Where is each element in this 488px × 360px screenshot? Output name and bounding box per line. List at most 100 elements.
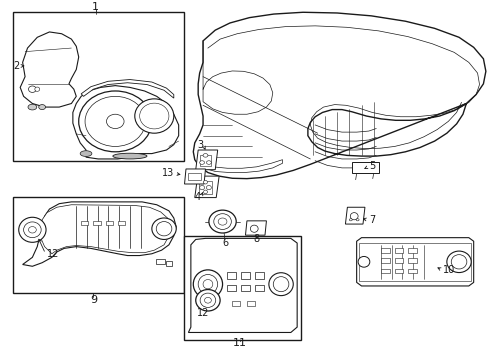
Text: 4: 4	[194, 192, 200, 202]
Ellipse shape	[349, 213, 357, 220]
Bar	[227, 273, 236, 279]
Polygon shape	[203, 160, 282, 172]
Polygon shape	[195, 150, 217, 170]
Bar	[227, 285, 236, 291]
Ellipse shape	[268, 273, 293, 296]
Text: 12: 12	[197, 308, 209, 318]
Ellipse shape	[113, 153, 147, 159]
Bar	[118, 221, 125, 225]
Polygon shape	[188, 238, 297, 333]
Polygon shape	[73, 86, 178, 159]
Ellipse shape	[218, 218, 226, 225]
Ellipse shape	[273, 277, 288, 292]
Ellipse shape	[206, 161, 211, 164]
Polygon shape	[245, 221, 266, 235]
Text: 3: 3	[197, 140, 203, 150]
Text: 10: 10	[443, 265, 455, 275]
Ellipse shape	[19, 217, 46, 242]
Ellipse shape	[85, 96, 145, 147]
Bar	[407, 248, 416, 253]
Text: 1: 1	[92, 2, 99, 12]
Ellipse shape	[450, 255, 466, 269]
Text: 13: 13	[161, 168, 173, 178]
Ellipse shape	[348, 219, 351, 221]
Ellipse shape	[195, 289, 220, 311]
Bar	[13, 197, 183, 293]
Bar	[105, 221, 113, 225]
Bar	[407, 258, 416, 263]
Ellipse shape	[106, 114, 124, 129]
Ellipse shape	[203, 154, 207, 157]
Ellipse shape	[357, 256, 369, 267]
Bar	[241, 273, 249, 279]
Ellipse shape	[135, 99, 173, 133]
Ellipse shape	[193, 270, 222, 298]
Bar	[394, 248, 403, 253]
Bar	[183, 236, 300, 339]
Ellipse shape	[39, 104, 45, 109]
Bar	[13, 12, 183, 161]
Polygon shape	[184, 169, 205, 184]
Ellipse shape	[250, 225, 258, 232]
Bar	[407, 269, 416, 274]
Polygon shape	[22, 202, 176, 266]
Bar	[81, 221, 88, 225]
Bar	[93, 221, 101, 225]
Ellipse shape	[204, 297, 211, 303]
Polygon shape	[194, 176, 219, 198]
Text: 6: 6	[222, 238, 227, 248]
Ellipse shape	[23, 222, 41, 238]
Polygon shape	[356, 238, 473, 286]
Ellipse shape	[79, 91, 152, 152]
Text: 2: 2	[13, 61, 19, 71]
Ellipse shape	[140, 103, 168, 129]
Ellipse shape	[446, 251, 470, 273]
Bar	[394, 258, 403, 263]
Ellipse shape	[208, 210, 236, 233]
Ellipse shape	[206, 185, 211, 190]
Bar	[394, 269, 403, 274]
Text: 9: 9	[90, 295, 97, 305]
Polygon shape	[41, 205, 170, 254]
Bar	[232, 301, 240, 306]
Bar	[254, 285, 263, 291]
Ellipse shape	[199, 185, 204, 190]
Polygon shape	[81, 80, 173, 98]
Ellipse shape	[203, 190, 207, 194]
Text: 7: 7	[368, 215, 374, 225]
Text: 8: 8	[253, 234, 259, 244]
Bar	[246, 301, 254, 306]
Ellipse shape	[80, 151, 92, 157]
Ellipse shape	[198, 275, 217, 294]
Ellipse shape	[199, 161, 204, 164]
Bar	[351, 162, 378, 173]
Ellipse shape	[203, 279, 212, 289]
Text: 11: 11	[232, 338, 246, 348]
Bar	[358, 243, 470, 280]
Bar	[380, 258, 389, 263]
Ellipse shape	[35, 87, 40, 91]
Polygon shape	[345, 207, 364, 224]
Bar	[199, 156, 211, 166]
Bar	[166, 261, 172, 266]
Bar	[188, 173, 200, 180]
Ellipse shape	[28, 226, 36, 233]
Text: 12: 12	[47, 249, 59, 259]
Polygon shape	[20, 32, 79, 107]
Text: 5: 5	[368, 161, 374, 171]
Ellipse shape	[156, 221, 171, 236]
Bar	[380, 269, 389, 274]
Bar	[254, 273, 263, 279]
Ellipse shape	[213, 214, 231, 229]
Bar	[380, 248, 389, 253]
Polygon shape	[193, 12, 485, 179]
Bar	[198, 181, 212, 194]
Ellipse shape	[28, 86, 36, 93]
Ellipse shape	[355, 219, 358, 221]
Bar	[156, 259, 164, 265]
Ellipse shape	[200, 293, 215, 307]
Ellipse shape	[28, 104, 37, 110]
Bar	[241, 285, 249, 291]
Ellipse shape	[152, 218, 176, 239]
Ellipse shape	[203, 180, 207, 184]
